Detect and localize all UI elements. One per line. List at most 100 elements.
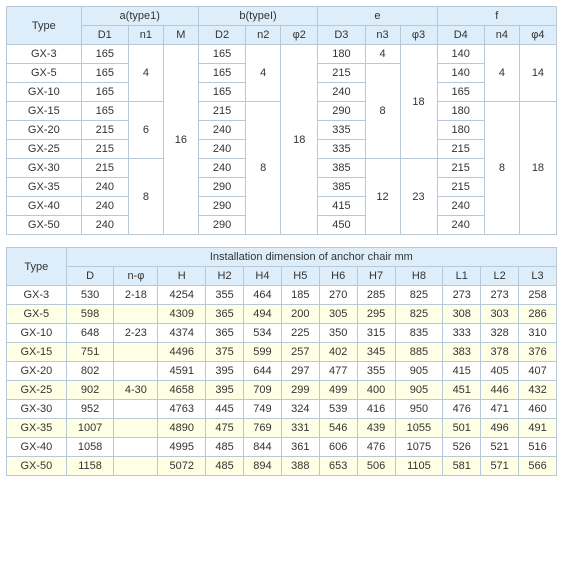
col-header: L1: [443, 267, 481, 286]
cell: 165: [198, 45, 245, 64]
h-M: M: [163, 26, 198, 45]
cell-type: GX-5: [7, 305, 67, 324]
cell: 4309: [158, 305, 206, 324]
cell: 324: [281, 400, 319, 419]
col-header: n-φ: [114, 267, 158, 286]
cell: 405: [481, 362, 519, 381]
cell: GX-50: [7, 216, 82, 235]
cell: 445: [206, 400, 244, 419]
cell: 485: [206, 438, 244, 457]
h-D3: D3: [318, 26, 365, 45]
cell: 446: [481, 381, 519, 400]
h-n1: n1: [128, 26, 163, 45]
cell-type: GX-40: [7, 438, 67, 457]
cell: 751: [66, 343, 114, 362]
cell: GX-20: [7, 121, 82, 140]
cell: 240: [81, 216, 128, 235]
cell: 598: [66, 305, 114, 324]
cell: [114, 419, 158, 438]
cell: 571: [481, 457, 519, 476]
cell-type: GX-10: [7, 324, 67, 343]
cell: 952: [66, 400, 114, 419]
table-row: GX-309524763445749324539416950476471460: [7, 400, 557, 419]
col-header: H5: [281, 267, 319, 286]
col-header: H6: [319, 267, 357, 286]
cell: 653: [319, 457, 357, 476]
col-header: D: [66, 267, 114, 286]
cell: 1055: [395, 419, 443, 438]
cell: 240: [198, 121, 245, 140]
h-b: b(typeI): [198, 7, 317, 26]
h-f: f: [437, 7, 556, 26]
cell: 1007: [66, 419, 114, 438]
cell: 1058: [66, 438, 114, 457]
cell: 491: [519, 419, 557, 438]
col-header: H8: [395, 267, 443, 286]
cell: 501: [443, 419, 481, 438]
cell: 5072: [158, 457, 206, 476]
cell: 375: [206, 343, 244, 362]
cell: 395: [206, 362, 244, 381]
col-header: L3: [519, 267, 557, 286]
cell: 299: [281, 381, 319, 400]
cell: 297: [281, 362, 319, 381]
h-D2: D2: [198, 26, 245, 45]
cell: 4374: [158, 324, 206, 343]
cell: 477: [319, 362, 357, 381]
cell: 215: [81, 140, 128, 159]
cell: 365: [206, 324, 244, 343]
cell: 215: [81, 121, 128, 140]
cell: GX-25: [7, 140, 82, 159]
cell: 539: [319, 400, 357, 419]
cell: 1075: [395, 438, 443, 457]
cell: [114, 343, 158, 362]
cell: 4254: [158, 286, 206, 305]
cell: 165: [437, 83, 484, 102]
cell-type: GX-30: [7, 400, 67, 419]
cell: 8: [246, 102, 281, 235]
cell: 240: [437, 216, 484, 235]
cell: 240: [437, 197, 484, 216]
cell: 345: [357, 343, 395, 362]
cell: [114, 362, 158, 381]
cell: 496: [481, 419, 519, 438]
cell: 240: [81, 178, 128, 197]
cell: 4-30: [114, 381, 158, 400]
cell: 439: [357, 419, 395, 438]
h-n2: n2: [246, 26, 281, 45]
cell: 273: [481, 286, 519, 305]
cell: GX-30: [7, 159, 82, 178]
cell: 415: [443, 362, 481, 381]
cell: 273: [443, 286, 481, 305]
h-phi2: φ2: [281, 26, 318, 45]
cell: 530: [66, 286, 114, 305]
h-phi4: φ4: [519, 26, 556, 45]
table-row: GX-3 165 4 16 165 4 18 180 4 18 140 4 14: [7, 45, 557, 64]
cell: 407: [519, 362, 557, 381]
cell: 2-23: [114, 324, 158, 343]
cell-type: GX-15: [7, 343, 67, 362]
cell: GX-15: [7, 102, 82, 121]
cell: 4: [484, 45, 519, 102]
cell: 286: [519, 305, 557, 324]
cell: 225: [281, 324, 319, 343]
cell: 476: [357, 438, 395, 457]
cell: 4: [128, 45, 163, 102]
table-row: GX-55984309365494200305295825308303286: [7, 305, 557, 324]
cell: 140: [437, 64, 484, 83]
cell: 315: [357, 324, 395, 343]
cell: 378: [481, 343, 519, 362]
cell: 285: [357, 286, 395, 305]
cell: 581: [443, 457, 481, 476]
cell: 376: [519, 343, 557, 362]
cell: 415: [318, 197, 365, 216]
cell: 140: [437, 45, 484, 64]
cell: 388: [281, 457, 319, 476]
col-header: H7: [357, 267, 395, 286]
cell: 395: [206, 381, 244, 400]
cell: 215: [81, 159, 128, 178]
cell: 516: [519, 438, 557, 457]
cell: 23: [400, 159, 437, 235]
cell: 385: [318, 159, 365, 178]
cell: 471: [481, 400, 519, 419]
